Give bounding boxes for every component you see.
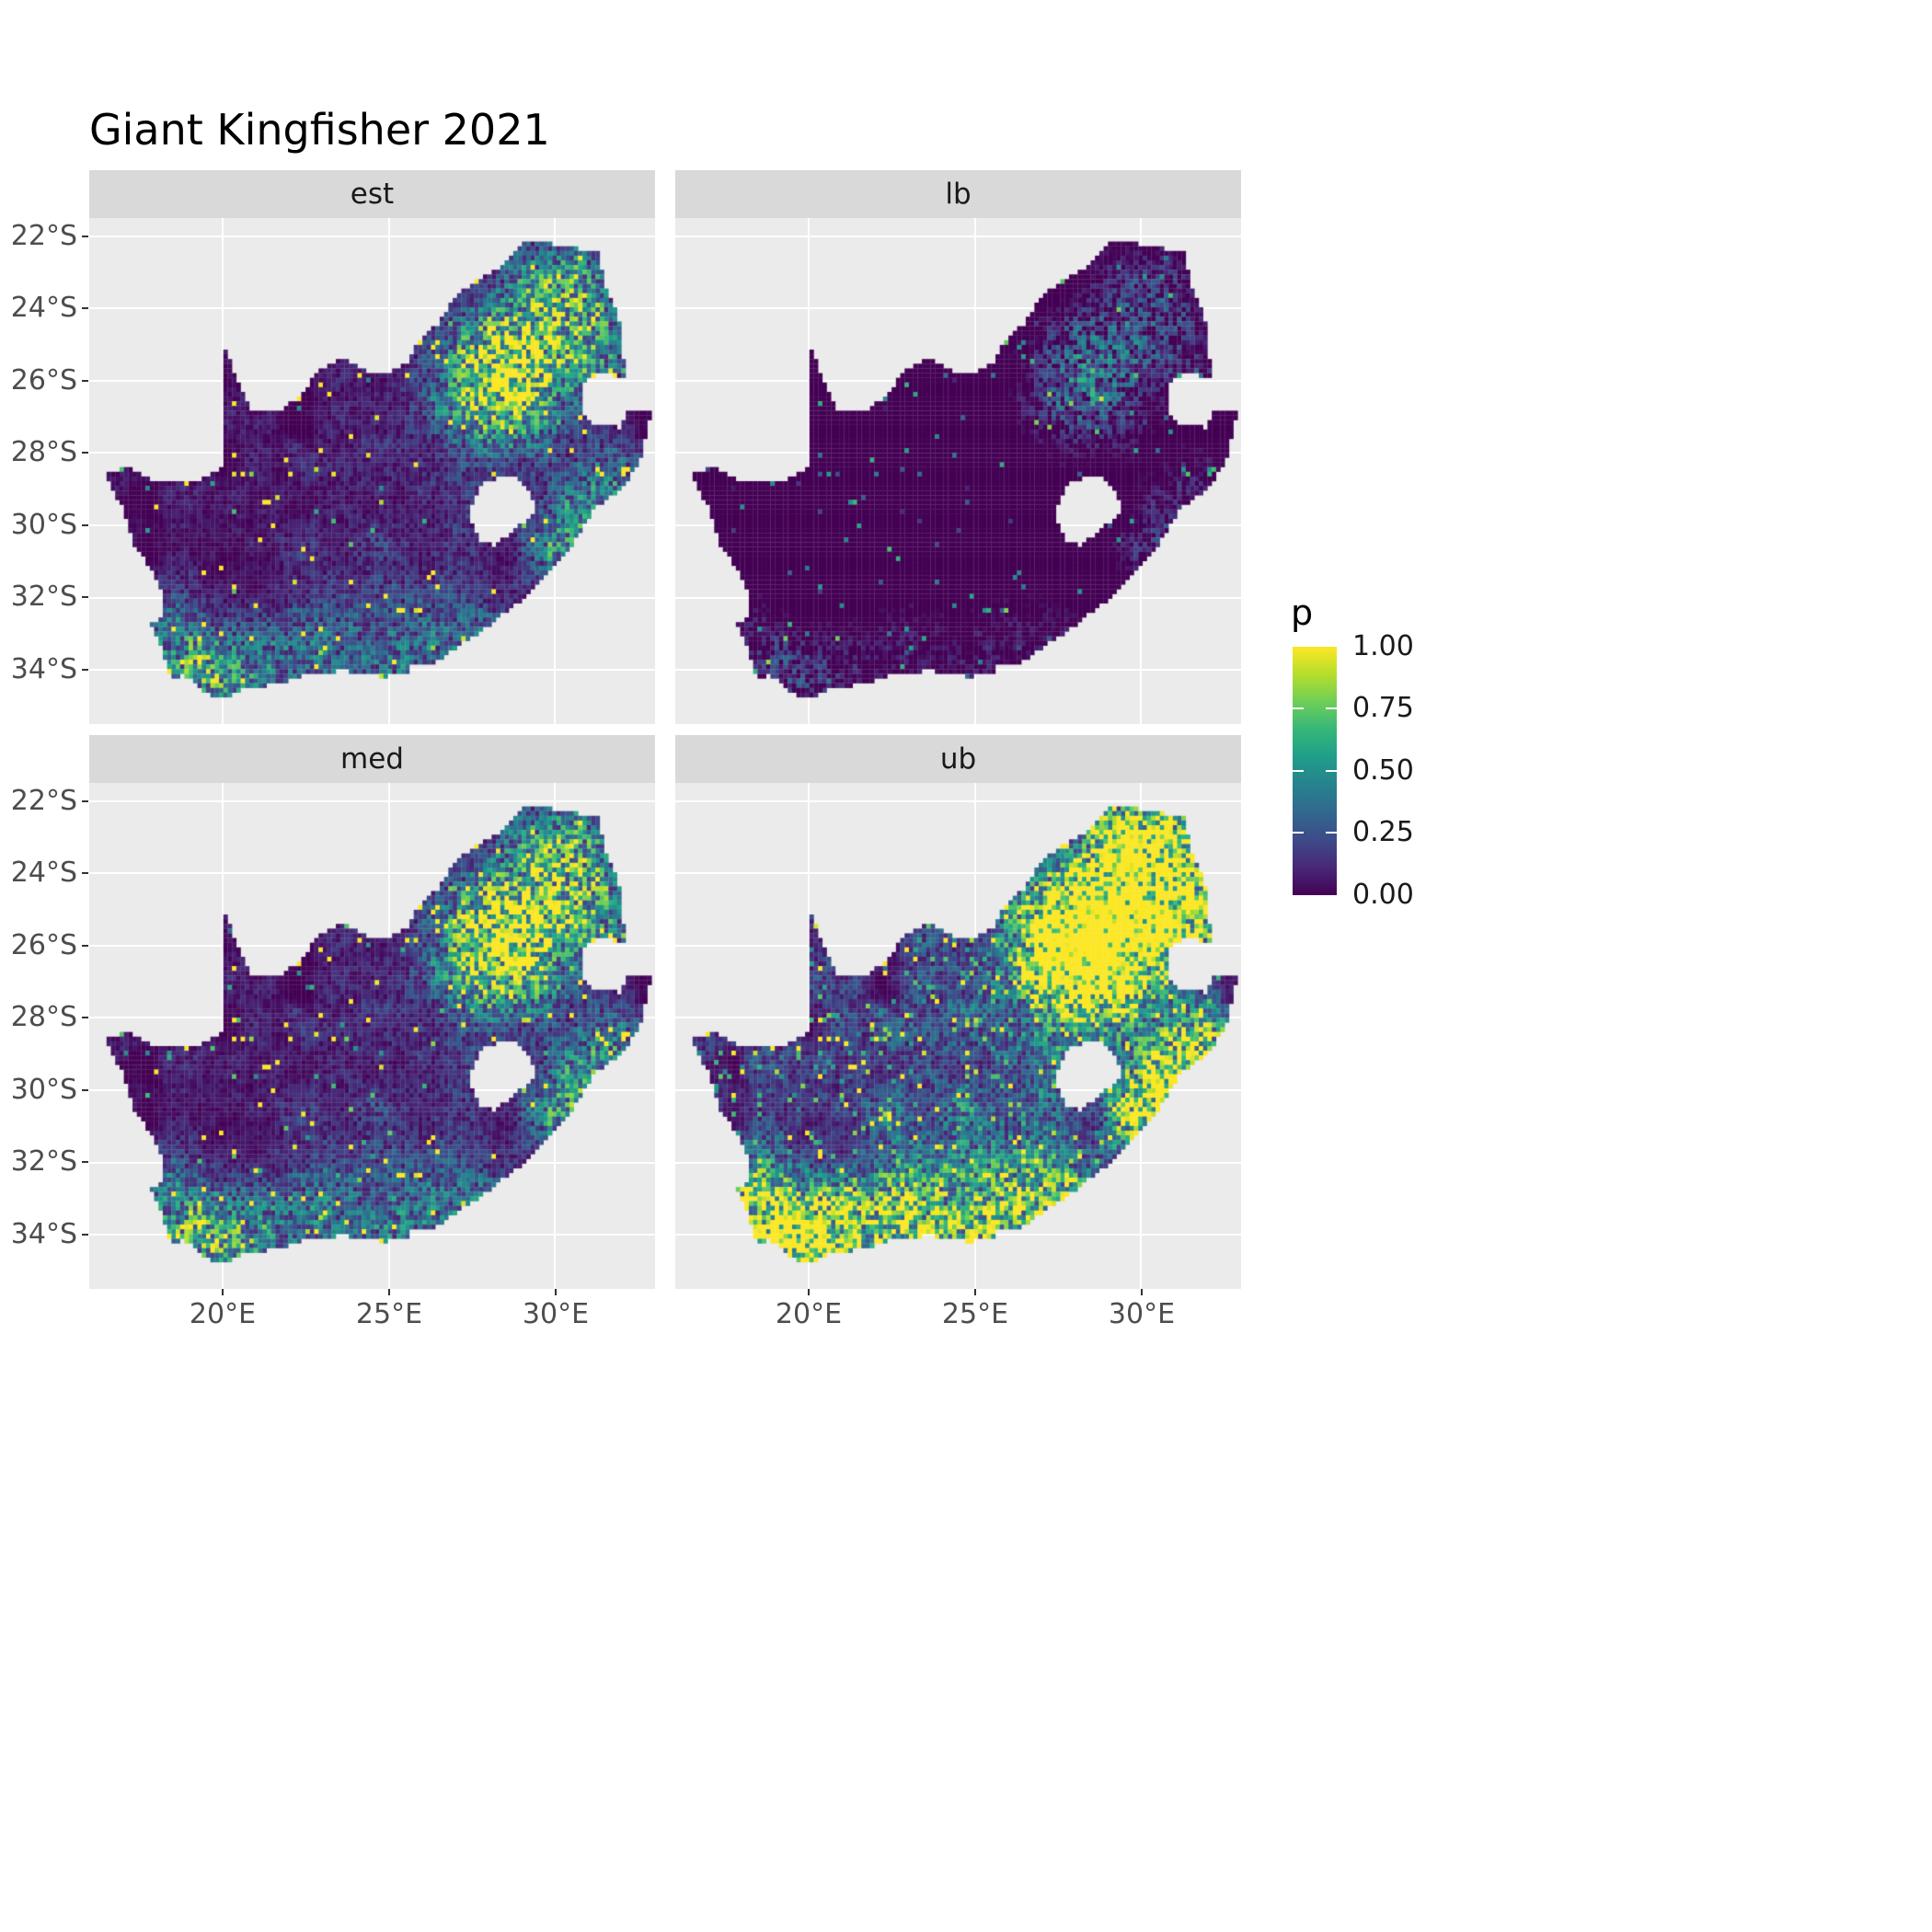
legend-tick bbox=[1326, 832, 1337, 834]
legend-colorbar bbox=[1293, 647, 1337, 895]
x-tick-label: 20°E bbox=[189, 1298, 257, 1330]
y-axis-tick bbox=[82, 524, 88, 526]
y-tick-label: 34°S bbox=[10, 1218, 77, 1250]
legend-label: 0.75 bbox=[1352, 692, 1414, 724]
y-axis-tick bbox=[82, 1161, 88, 1163]
legend-tick bbox=[1326, 770, 1337, 772]
legend-tick bbox=[1293, 707, 1304, 709]
y-axis-tick bbox=[82, 800, 88, 802]
x-tick-label: 30°E bbox=[522, 1298, 590, 1330]
legend-label: 0.25 bbox=[1352, 816, 1414, 848]
facet-strip-label-ub: ub bbox=[939, 742, 977, 776]
legend-tick bbox=[1293, 770, 1304, 772]
map-canvas-ub bbox=[675, 783, 1241, 1289]
y-axis-tick bbox=[82, 945, 88, 947]
facet-strip-label-est: est bbox=[350, 178, 395, 211]
x-tick-label: 20°E bbox=[775, 1298, 843, 1330]
y-tick-label: 28°S bbox=[10, 1001, 77, 1033]
facet-strip-label-med: med bbox=[340, 742, 404, 776]
y-tick-label: 24°S bbox=[10, 857, 77, 889]
panel-lb bbox=[675, 218, 1241, 724]
map-canvas-med bbox=[89, 783, 655, 1289]
y-tick-label: 22°S bbox=[10, 785, 77, 817]
chart-title: Giant Kingfisher 2021 bbox=[89, 105, 550, 155]
legend-label: 0.50 bbox=[1352, 754, 1414, 787]
y-tick-label: 34°S bbox=[10, 653, 77, 685]
y-tick-label: 30°S bbox=[10, 509, 77, 541]
y-axis-tick bbox=[82, 380, 88, 382]
facet-strip-ub: ub bbox=[675, 735, 1241, 783]
map-canvas-lb bbox=[675, 218, 1241, 724]
y-axis-tick bbox=[82, 307, 88, 309]
y-axis-tick bbox=[82, 1017, 88, 1018]
facet-strip-lb: lb bbox=[675, 170, 1241, 218]
x-tick-label: 25°E bbox=[355, 1298, 423, 1330]
x-axis-tick bbox=[808, 1289, 810, 1295]
panel-ub bbox=[675, 783, 1241, 1289]
x-axis-tick bbox=[974, 1289, 976, 1295]
y-axis-tick bbox=[82, 669, 88, 671]
y-tick-label: 30°S bbox=[10, 1074, 77, 1106]
y-tick-label: 26°S bbox=[10, 364, 77, 397]
y-axis-tick bbox=[82, 1234, 88, 1236]
panel-est bbox=[89, 218, 655, 724]
y-axis-tick bbox=[82, 1089, 88, 1091]
map-canvas-est bbox=[89, 218, 655, 724]
x-axis-tick bbox=[388, 1289, 390, 1295]
x-axis-tick bbox=[555, 1289, 557, 1295]
facet-strip-est: est bbox=[89, 170, 655, 218]
legend-tick bbox=[1293, 832, 1304, 834]
y-axis-tick bbox=[82, 596, 88, 598]
y-axis-tick bbox=[82, 872, 88, 874]
facet-strip-med: med bbox=[89, 735, 655, 783]
y-tick-label: 32°S bbox=[10, 1145, 77, 1178]
y-tick-label: 22°S bbox=[10, 220, 77, 252]
facet-strip-label-lb: lb bbox=[945, 178, 972, 211]
legend-tick bbox=[1326, 707, 1337, 709]
y-axis-tick bbox=[82, 452, 88, 454]
panel-med bbox=[89, 783, 655, 1289]
y-tick-label: 32°S bbox=[10, 581, 77, 613]
x-axis-tick bbox=[1141, 1289, 1143, 1295]
legend-label: 0.00 bbox=[1352, 879, 1414, 911]
legend-label: 1.00 bbox=[1352, 630, 1414, 662]
y-axis-tick bbox=[82, 236, 88, 237]
y-tick-label: 24°S bbox=[10, 292, 77, 324]
x-tick-label: 30°E bbox=[1108, 1298, 1176, 1330]
y-tick-label: 28°S bbox=[10, 436, 77, 468]
legend-title: p bbox=[1291, 592, 1314, 633]
x-tick-label: 25°E bbox=[941, 1298, 1009, 1330]
x-axis-tick bbox=[222, 1289, 224, 1295]
y-tick-label: 26°S bbox=[10, 929, 77, 961]
